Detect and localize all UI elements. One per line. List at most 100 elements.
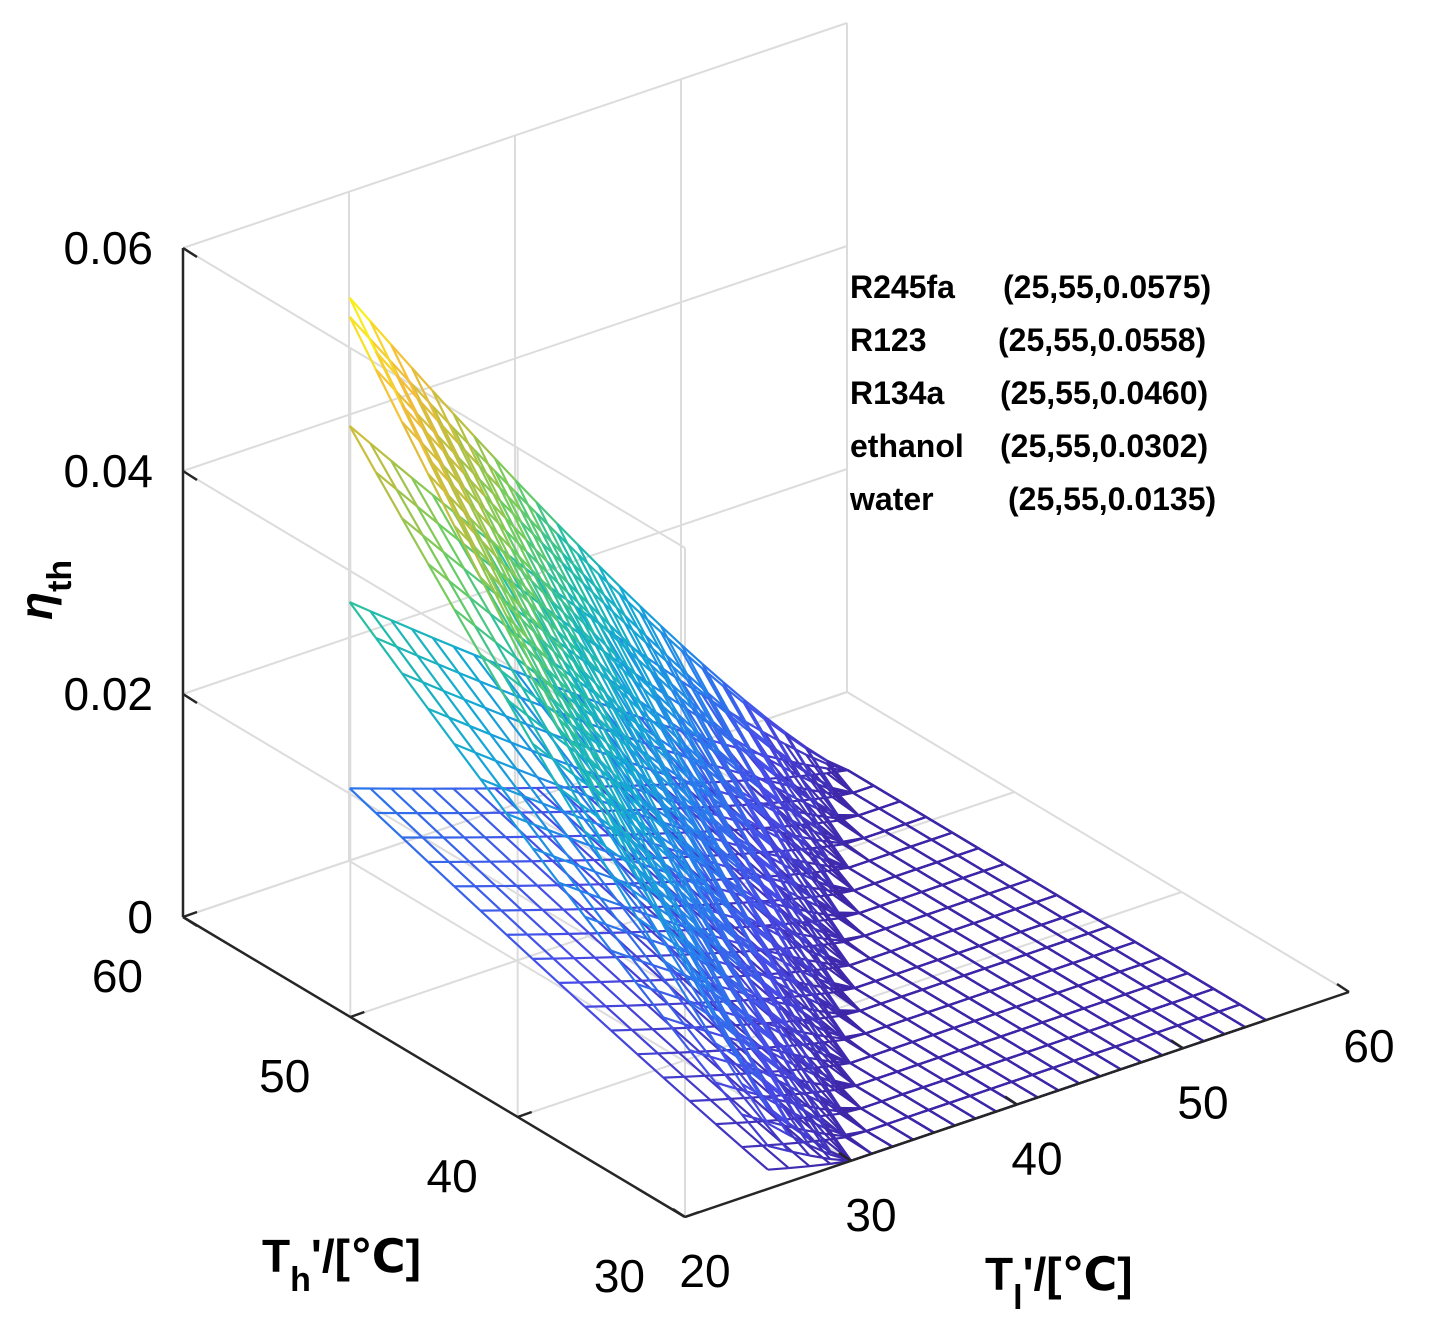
surface-mesh-segment — [582, 583, 611, 634]
surface-mesh-segment — [1009, 885, 1037, 904]
surface-mesh-segment — [927, 1004, 949, 1014]
surface-mesh-segment — [437, 812, 465, 839]
z-tick-mark — [182, 692, 198, 705]
surface-mesh-segment — [437, 522, 466, 570]
surface-mesh-segment — [948, 1101, 977, 1120]
surface-mesh-segment — [884, 822, 906, 833]
surface-mesh-segment — [552, 855, 581, 892]
surface-mesh-segment — [686, 771, 716, 821]
surface-mesh-segment — [605, 1004, 627, 1008]
surface-mesh-segment — [536, 884, 565, 911]
surface-mesh-segment — [411, 628, 439, 665]
surface-mesh-segment — [504, 836, 533, 863]
surface-mesh-segment — [683, 937, 706, 958]
surface-mesh-segment — [374, 368, 403, 423]
surface-mesh-segment — [842, 837, 865, 843]
surface-mesh-segment — [500, 670, 529, 716]
surface-mesh-segment — [541, 531, 564, 555]
surface-mesh-segment — [770, 939, 799, 985]
surface-mesh-segment — [593, 739, 623, 790]
surface-mesh-segment — [802, 1019, 825, 1032]
surface-mesh-segment — [505, 615, 529, 639]
surface-mesh-segment — [619, 683, 648, 734]
surface-mesh-segment — [390, 787, 419, 814]
surface-mesh-segment — [733, 739, 762, 787]
surface-mesh-segment — [390, 460, 419, 508]
surface-mesh-segment — [660, 631, 683, 652]
surface-mesh-segment — [686, 673, 709, 694]
surface-mesh-segment — [1003, 862, 1032, 881]
surface-mesh-segment — [907, 1116, 935, 1134]
surface-mesh-segment — [547, 828, 570, 839]
surface-mesh-segment — [453, 608, 482, 656]
surface-mesh-segment — [805, 746, 834, 789]
surface-mesh-segment — [536, 599, 565, 652]
surface-mesh-segment — [681, 778, 710, 821]
surface-mesh-segment — [703, 987, 732, 1030]
surface-mesh-segment — [942, 981, 970, 1000]
surface-mesh-segment — [416, 654, 439, 666]
surface-mesh-segment — [557, 620, 586, 673]
surface-mesh-segment — [659, 625, 689, 675]
surface-mesh-segment — [499, 487, 522, 512]
surface-mesh-segment — [657, 990, 686, 1025]
surface-mesh-segment — [854, 980, 876, 990]
surface-mesh-segment — [572, 676, 595, 694]
surface-mesh-segment — [863, 837, 891, 855]
surface-mesh-segment — [880, 1002, 908, 1021]
y-tick-mark — [349, 1010, 365, 1019]
surface-mesh-segment — [787, 1024, 810, 1042]
surface-mesh-segment — [729, 905, 752, 925]
surface-mesh-segment — [973, 922, 1001, 940]
surface-mesh-segment — [400, 421, 430, 475]
surface-mesh-segment — [1156, 1024, 1178, 1034]
surface-mesh-segment — [1198, 1010, 1220, 1020]
surface-mesh-segment — [624, 614, 647, 637]
surface-mesh-segment — [437, 420, 460, 445]
surface-mesh-segment — [756, 1049, 779, 1068]
legend-name-ethanol: ethanol — [850, 428, 964, 464]
surface-mesh-segment — [895, 868, 917, 878]
z-tick-label: 0.02 — [63, 668, 153, 720]
surface-mesh-segment — [452, 412, 475, 437]
surface-mesh-segment — [807, 941, 830, 957]
surface-mesh-segment — [899, 800, 927, 818]
surface-mesh-segment — [478, 680, 507, 717]
surface-mesh-segment — [751, 1096, 779, 1121]
surface-mesh-segment — [395, 646, 424, 683]
surface-mesh-segment — [977, 847, 1006, 865]
surface-mesh-segment — [463, 698, 492, 735]
surface-mesh-segment — [631, 1028, 653, 1032]
surface-mesh-segment — [761, 980, 784, 999]
surface-mesh-segment — [782, 1124, 811, 1157]
surface-mesh-segment — [821, 830, 850, 869]
surface-mesh-segment — [630, 847, 659, 897]
surface-mesh-segment — [870, 1047, 893, 1058]
surface-mesh-segment — [401, 517, 430, 565]
surface-mesh-segment — [702, 792, 731, 835]
z-tick-mark — [182, 915, 198, 928]
x-tick-label: 50 — [1177, 1076, 1228, 1128]
surface-mesh-segment — [348, 425, 372, 445]
surface-mesh-segment — [722, 681, 745, 701]
surface-mesh-segment — [521, 909, 549, 936]
legend-name-r134a: R134a — [850, 375, 945, 411]
surface-mesh-segment — [667, 849, 696, 900]
surface-mesh-segment — [463, 487, 486, 511]
surface-mesh-segment — [824, 1132, 846, 1138]
surface-mesh-segment — [1073, 1052, 1095, 1062]
surface-mesh-segment — [1151, 1001, 1173, 1012]
surface-mesh-segment — [823, 1035, 845, 1040]
surface-mesh-segment — [410, 367, 440, 422]
surface-mesh-segment — [474, 885, 502, 912]
surface-mesh-segment — [651, 859, 675, 881]
surface-mesh-segment — [348, 601, 377, 639]
surface-mesh-segment — [631, 1029, 659, 1055]
surface-mesh-segment — [526, 820, 549, 831]
surface-mesh-segment — [785, 829, 808, 846]
surface-mesh-segment — [729, 905, 758, 953]
surface-mesh-segment — [458, 442, 481, 467]
surface-mesh-segment — [390, 619, 419, 657]
surface-mesh-segment — [687, 869, 716, 918]
surface-mesh-segment — [557, 630, 586, 682]
